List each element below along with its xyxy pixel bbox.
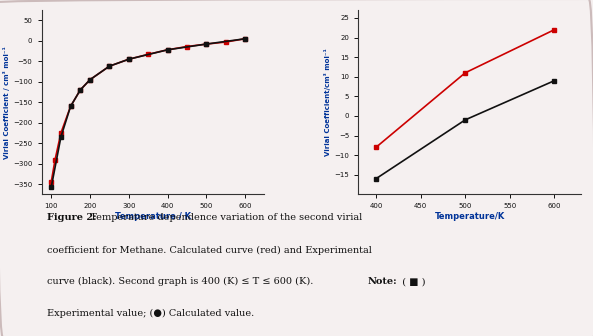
Y-axis label: Virial Coefficient/cm³ mol⁻¹: Virial Coefficient/cm³ mol⁻¹ [324,48,331,156]
Text: coefficient for Methane. Calculated curve (red) and Experimental: coefficient for Methane. Calculated curv… [47,245,372,255]
Text: Figure 2:: Figure 2: [47,213,97,222]
X-axis label: Temperature / K: Temperature / K [115,212,191,221]
Y-axis label: Virial Coefficient / cm³ mol⁻¹: Virial Coefficient / cm³ mol⁻¹ [4,46,10,159]
Text: ( ■ ): ( ■ ) [396,277,425,286]
Text: Note:: Note: [368,277,398,286]
Text: curve (black). Second graph is 400 (K) ≤ T ≤ 600 (K).: curve (black). Second graph is 400 (K) ≤… [47,277,320,287]
X-axis label: Temperature/K: Temperature/K [435,212,505,221]
Text: Temperature dependence variation of the second virial: Temperature dependence variation of the … [84,213,362,222]
Text: Experimental value; (●) Calculated value.: Experimental value; (●) Calculated value… [47,309,254,319]
